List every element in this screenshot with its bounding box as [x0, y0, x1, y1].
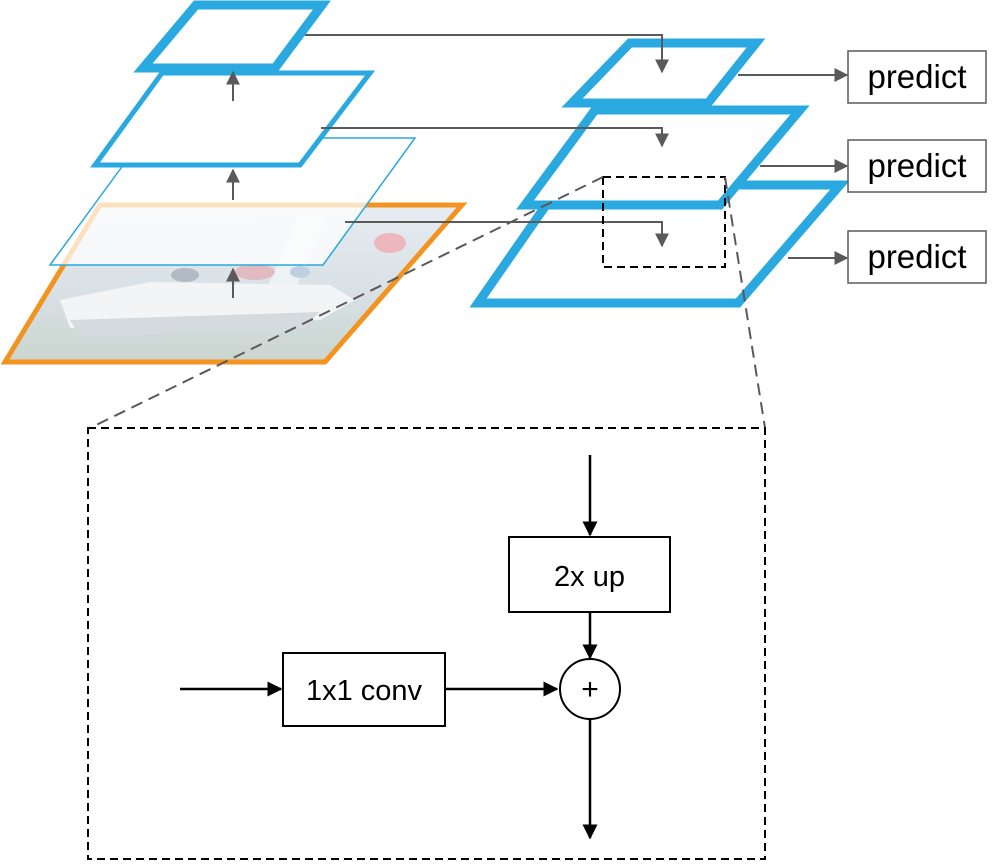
detail-frame: [87, 427, 766, 860]
top-down-pathway: [469, 38, 850, 308]
predict-box-2: predict: [847, 139, 987, 193]
bottom-up-level-2: [90, 70, 376, 168]
predict-box-3: predict: [847, 230, 987, 284]
zoom-source-box: [602, 176, 726, 268]
add-node: +: [559, 658, 621, 720]
zoom-guide-right: [724, 176, 766, 429]
bottom-up-pathway: [48, 0, 417, 298]
upsample-block: 2x up: [508, 536, 671, 613]
predict-label-2: predict: [867, 147, 966, 184]
lateral-arrow-bottom: [345, 221, 669, 248]
merge-detail-panel: 2x up 1x1 conv +: [87, 427, 766, 860]
bottom-up-level-1: [48, 137, 417, 266]
predict-arrows: [738, 68, 849, 265]
lateral-arrow-middle: [321, 127, 669, 148]
predict-box-1: predict: [847, 50, 987, 104]
lateral-connections: [305, 34, 669, 248]
upsample-label: 2x up: [554, 561, 625, 593]
conv-block: 1x1 conv: [282, 652, 446, 727]
predict-label-1: predict: [867, 58, 966, 95]
predict-label-3: predict: [867, 238, 966, 275]
conv-label: 1x1 conv: [306, 675, 423, 707]
top-down-level-1: [561, 38, 766, 108]
lateral-arrow-top: [305, 34, 669, 74]
add-symbol: +: [581, 673, 599, 706]
bottom-up-level-3: [133, 0, 331, 73]
zoom-region: [89, 176, 766, 429]
zoom-guide-left: [89, 176, 604, 429]
